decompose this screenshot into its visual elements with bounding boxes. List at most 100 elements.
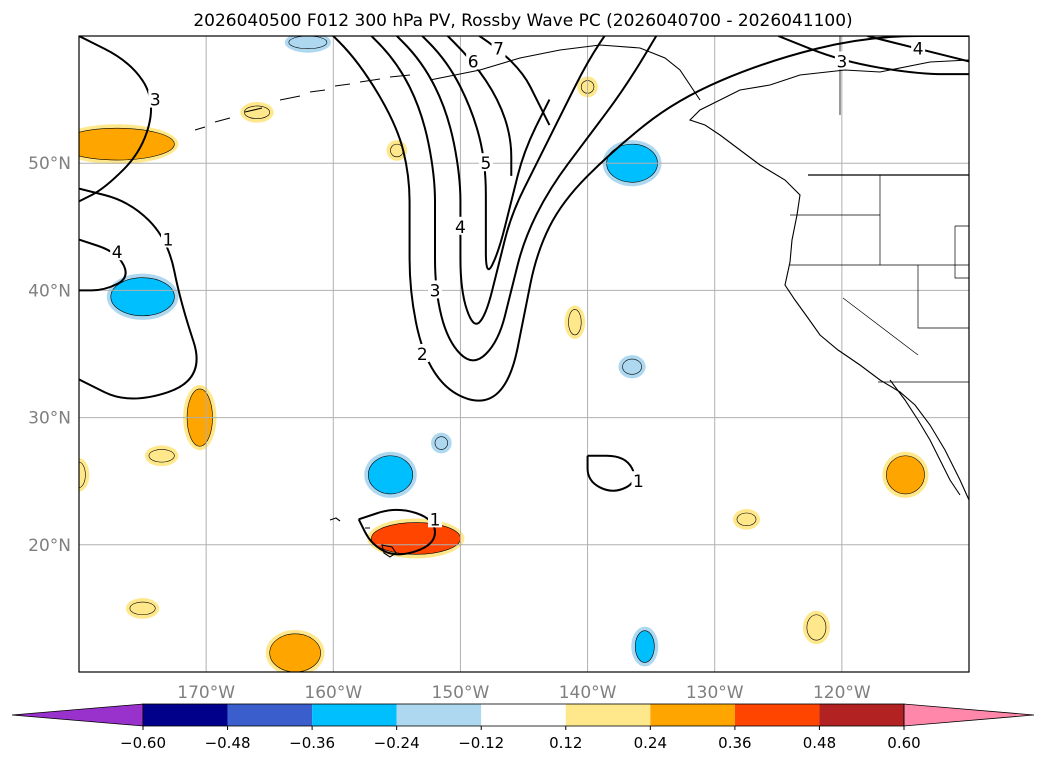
pv-contour-label: 1: [430, 510, 441, 530]
contour-label-bg: [453, 216, 468, 235]
contour-label-bg: [428, 509, 442, 528]
pv-contour-line: [446, 36, 513, 176]
latitude-tick-label: 40°N: [28, 281, 71, 301]
longitude-tick-label: 140°W: [559, 683, 617, 703]
pv-anomaly-patch: [434, 436, 449, 450]
pv-contour-label: 4: [913, 40, 924, 60]
contour-label-bg: [911, 38, 926, 57]
alaska-peninsula-coastline: [429, 44, 701, 101]
longitude-tick-label: 160°W: [304, 683, 362, 703]
pv-contours: 1 2 3 4 5 67 1 1 3 4 3 4: [79, 36, 969, 556]
colorbar-tick-label: 0.12: [549, 734, 582, 752]
map-plot-area: 1 2 3 4 5 67 1 1 3 4 3 4: [78, 35, 970, 673]
colorbar-segment: [650, 704, 735, 726]
colorbar-segment: [481, 704, 566, 726]
pv-anomaly-patch: [568, 309, 582, 336]
north-america-coastline: [688, 59, 969, 501]
latitude-tick-labels: 20°N 30°N 40°N 50°N: [28, 154, 71, 556]
contour-label-bg: [491, 38, 506, 57]
contour-label-bg: [466, 51, 481, 70]
pv-anomaly-patch: [886, 455, 925, 495]
pv-contour-label: 7: [493, 40, 504, 60]
pv-contour-line: [420, 36, 551, 271]
pv-contour-label: 5: [480, 154, 491, 174]
colorbar-segment: [396, 704, 482, 726]
longitude-tick-labels: 170°W 160°W 150°W 140°W 130°W 120°W: [177, 683, 871, 703]
latitude-tick-label: 50°N: [28, 154, 71, 174]
contour-label-bg: [834, 51, 849, 70]
pv-contour-label: 1: [633, 472, 644, 492]
colorbar-tick-label: −0.24: [374, 734, 420, 752]
pv-anomaly-patch: [129, 601, 156, 616]
colorbar: −0.60 −0.48 −0.36 −0.24 −0.12 0.12 0.24 0.36 0.4…: [11, 703, 1035, 752]
chart-title: 2026040500 F012 300 hPa PV, Rossby Wave …: [193, 11, 852, 31]
pv-contour-line: [477, 36, 551, 126]
us-state-borders: [790, 175, 969, 383]
colorbar-tick-label: 0.24: [634, 734, 667, 752]
pv-anomaly-patch: [634, 630, 655, 663]
colorbar-tick-label: −0.12: [458, 734, 504, 752]
contour-label-bg: [148, 89, 163, 108]
pv-contour-label: 3: [836, 52, 847, 72]
pv-anomaly-patch: [371, 522, 461, 555]
pv-contour-line: [357, 508, 437, 556]
longitude-tick-label: 120°W: [813, 683, 871, 703]
colorbar-segment: [227, 704, 313, 726]
colorbar-tick-label: 0.60: [887, 734, 920, 752]
pv-anomaly-patch: [110, 277, 175, 317]
pv-contour-line: [79, 187, 198, 400]
pv-contour-label: 3: [430, 281, 441, 301]
pv-anomaly-patch: [148, 449, 175, 463]
pv-contour-line: [395, 36, 606, 325]
colorbar-segment: [819, 704, 904, 726]
contour-label-bg: [478, 153, 493, 172]
longitude-tick-label: 150°W: [432, 683, 490, 703]
contour-label-bg: [631, 471, 646, 490]
pv-contour-line: [867, 36, 969, 63]
contour-label-bg: [110, 242, 125, 261]
colorbar-segment: [143, 704, 228, 726]
map-background: [79, 36, 969, 672]
latitude-tick-label: 20°N: [28, 536, 71, 556]
longitude-tick-label: 130°W: [686, 683, 744, 703]
contour-label-bg: [428, 280, 442, 299]
pv-contour-label: 4: [112, 243, 123, 263]
pv-anomaly-patch: [806, 614, 827, 641]
pv-contour-label: 6: [468, 52, 479, 72]
colorbar-extend-high: [903, 703, 1035, 727]
colorbar-tick-label: −0.60: [120, 734, 166, 752]
pv-anomaly-patch: [288, 36, 328, 50]
pv-contour-line: [777, 36, 969, 76]
colorbar-frame: [142, 703, 905, 727]
map-frame: [78, 35, 970, 673]
colorbar-tick-label: 0.36: [718, 734, 751, 752]
pv-contour-line: [331, 36, 969, 402]
colorbar-tick-label: −0.48: [205, 734, 251, 752]
pv-anomaly-patch: [736, 512, 757, 527]
gridlines: [79, 36, 969, 672]
contour-label-bg: [415, 344, 430, 362]
pv-contour-label: 1: [163, 231, 174, 251]
pv-contour-label: 2: [417, 345, 428, 365]
latitude-tick-label: 30°N: [28, 409, 71, 429]
colorbar-segment: [734, 704, 820, 726]
colorbar-tick-label: −0.36: [289, 734, 335, 752]
longitude-tick-label: 170°W: [177, 683, 235, 703]
pv-anomaly-patch: [269, 633, 321, 672]
pv-anomaly-patch: [367, 455, 414, 495]
pv-anomaly-patch: [622, 358, 642, 375]
baja-california-coastline: [889, 379, 961, 496]
colorbar-segment: [565, 704, 651, 726]
pv-contour-label: 4: [455, 218, 466, 238]
colorbar-extend-low: [11, 703, 144, 727]
pv-contour-line: [79, 238, 127, 292]
contour-label-bg: [161, 229, 175, 248]
pv-contour-line: [370, 36, 658, 362]
pv-contour-label: 3: [150, 91, 161, 111]
colorbar-segment: [312, 704, 397, 726]
coastlines: [194, 36, 969, 558]
pv-anomaly-patch: [79, 127, 175, 161]
pv-anomaly-patch: [243, 105, 271, 119]
colorbar-tick-label: 0.48: [803, 734, 836, 752]
